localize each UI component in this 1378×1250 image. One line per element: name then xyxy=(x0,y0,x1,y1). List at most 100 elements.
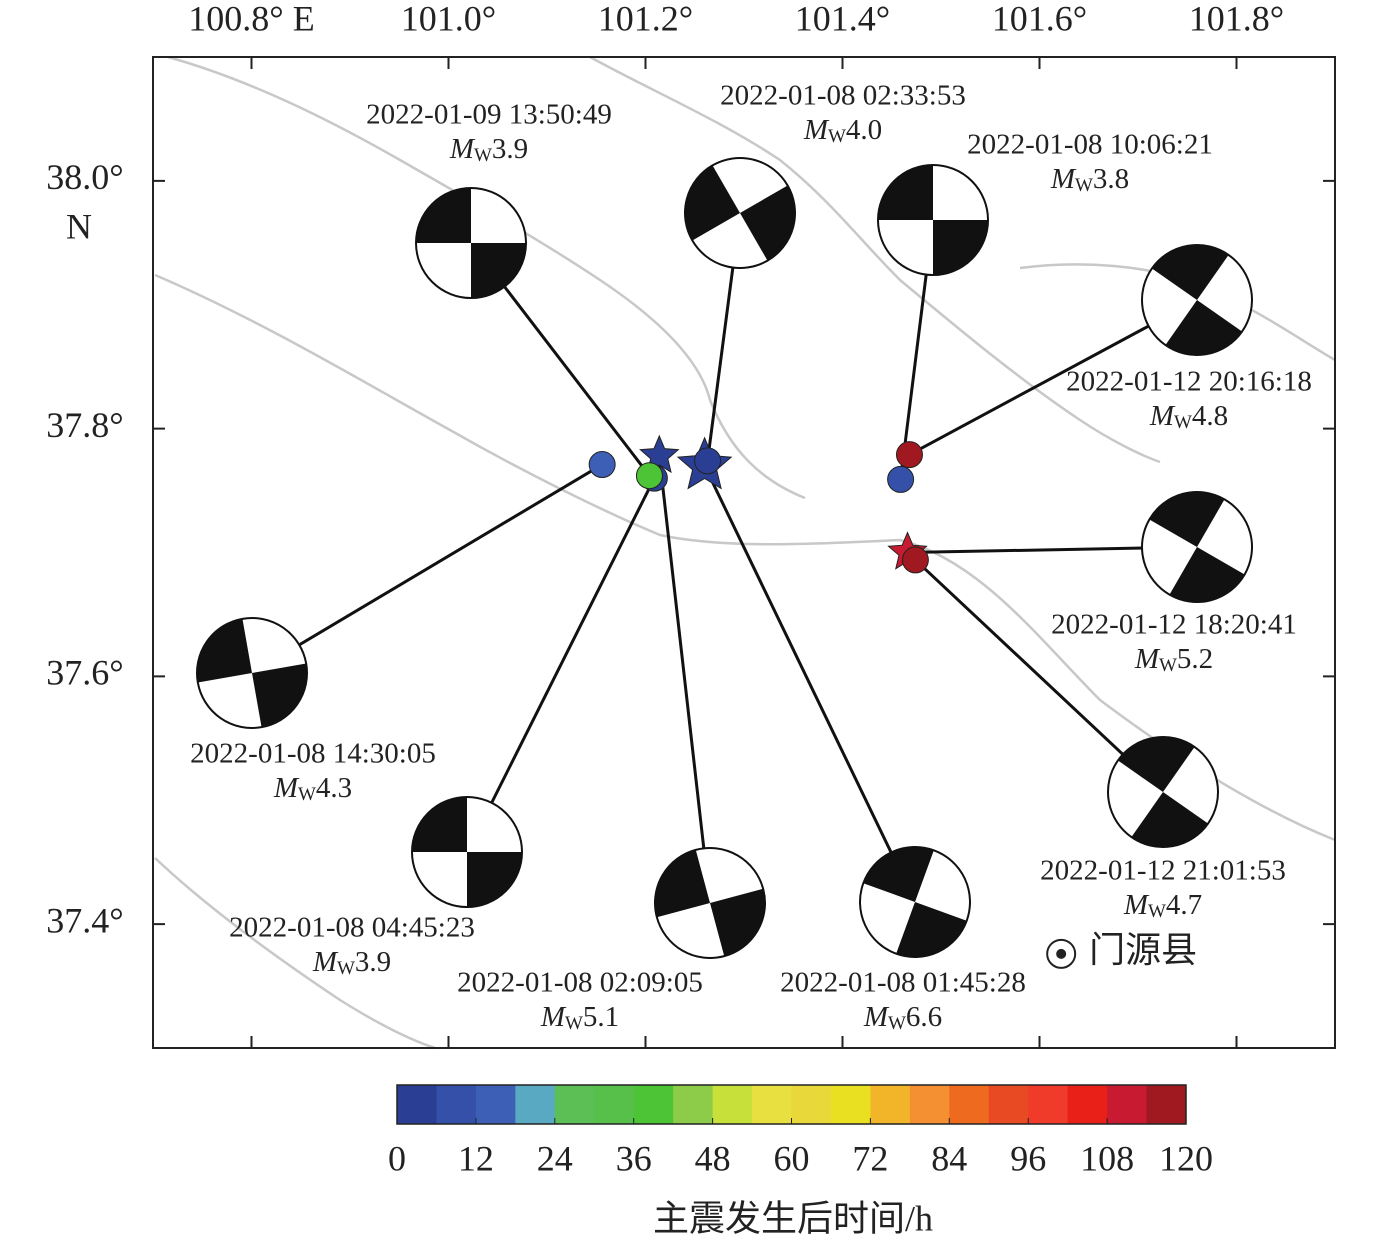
magnitude-symbol: M xyxy=(1149,400,1176,432)
event-time: 2022-01-08 01:45:28 xyxy=(780,967,1026,999)
magnitude-symbol: M xyxy=(540,1001,567,1033)
magnitude-symbol: M xyxy=(273,772,300,804)
x-tick-label: 101.0° xyxy=(401,0,496,38)
map-frame xyxy=(152,56,1336,1049)
event-time: 2022-01-09 13:50:49 xyxy=(366,99,612,131)
colorbar-segment xyxy=(712,1085,753,1124)
magnitude-value: 6.6 xyxy=(906,1001,942,1033)
colorbar-segment xyxy=(1146,1085,1187,1124)
connector xyxy=(465,477,656,853)
event-magnitude: MW4.0 xyxy=(803,114,882,148)
event-time: 2022-01-08 02:09:05 xyxy=(457,967,703,999)
magnitude-value: 5.2 xyxy=(1177,643,1213,675)
magnitude-value: 4.8 xyxy=(1192,400,1228,432)
beach-ball xyxy=(1141,244,1253,356)
event-magnitude: MW4.8 xyxy=(1149,400,1228,434)
magnitude-subscript: W xyxy=(474,145,492,166)
magnitude-value: 3.9 xyxy=(492,133,528,165)
colorbar-tick-label: 12 xyxy=(458,1138,494,1178)
colorbar-segment xyxy=(475,1085,516,1124)
magnitude-subscript: W xyxy=(1148,901,1166,922)
event-magnitude: MW4.3 xyxy=(273,772,352,806)
magnitude-symbol: M xyxy=(312,946,339,978)
magnitude-subscript: W xyxy=(1075,175,1093,196)
colorbar-tick-label: 60 xyxy=(774,1138,810,1178)
beach-ball-compression xyxy=(1151,245,1243,355)
colorbar-segment xyxy=(830,1085,871,1124)
magnitude-subscript: W xyxy=(337,958,355,979)
colorbar-segment xyxy=(594,1085,635,1124)
y-tick-label: 38.0° xyxy=(46,157,123,197)
connector xyxy=(703,465,917,903)
epicenter xyxy=(635,462,663,490)
colorbar-title: 主震发生后时间/h xyxy=(653,1198,933,1238)
colorbar-segment xyxy=(1107,1085,1148,1124)
colorbar-segment xyxy=(633,1085,674,1124)
place-dot xyxy=(1056,948,1067,959)
magnitude-subscript: W xyxy=(828,126,846,147)
beach-ball xyxy=(877,164,989,276)
event-time: 2022-01-12 18:20:41 xyxy=(1051,609,1297,641)
magnitude-value: 3.8 xyxy=(1093,163,1129,195)
colorbar-segment xyxy=(1028,1085,1069,1124)
beach-ball-compression xyxy=(863,847,967,957)
magnitude-value: 3.9 xyxy=(355,946,391,978)
epicenter xyxy=(694,447,722,475)
colorbar-segment xyxy=(988,1085,1029,1124)
colorbar-tick-label: 0 xyxy=(388,1138,406,1178)
colorbar-segment xyxy=(397,1085,437,1124)
colorbar-tick-label: 108 xyxy=(1080,1138,1134,1178)
epicenter xyxy=(895,441,923,469)
magnitude-subscript: W xyxy=(565,1013,583,1034)
colorbar-segment xyxy=(752,1085,792,1124)
x-tick-label: 101.6° xyxy=(992,0,1087,38)
fault-lines xyxy=(154,55,1336,1050)
event-time: 2022-01-08 04:45:23 xyxy=(229,912,475,944)
beach-ball-compression xyxy=(878,165,988,275)
colorbar-tick-label: 48 xyxy=(695,1138,731,1178)
hemisphere-label: N xyxy=(66,206,92,246)
colorbar-tick-label: 36 xyxy=(616,1138,652,1178)
colorbar-segment xyxy=(1067,1085,1108,1124)
x-tick-label: 101.8° xyxy=(1189,0,1284,38)
event-magnitude: MW3.8 xyxy=(1050,163,1129,197)
beach-ball xyxy=(654,847,766,959)
y-tick-label: 37.8° xyxy=(46,405,123,445)
magnitude-symbol: M xyxy=(803,114,830,146)
event-magnitude: MW5.2 xyxy=(1134,643,1213,677)
event-time: 2022-01-08 02:33:53 xyxy=(720,80,966,112)
beach-ball xyxy=(415,187,527,299)
beach-ball xyxy=(1107,736,1219,848)
magnitude-subscript: W xyxy=(888,1013,906,1034)
epicenter xyxy=(901,546,929,574)
x-tick-label: 101.2° xyxy=(598,0,693,38)
magnitude-symbol: M xyxy=(449,133,476,165)
magnitude-value: 5.1 xyxy=(583,1001,619,1033)
connector xyxy=(914,558,1165,794)
colorbar-segment xyxy=(949,1085,990,1124)
beach-ball xyxy=(411,796,523,908)
beach-ball-compression xyxy=(685,165,795,261)
connector xyxy=(251,463,603,675)
beach-ball xyxy=(196,617,308,729)
event-magnitude: MW6.6 xyxy=(863,1001,942,1035)
epicenter xyxy=(588,451,616,479)
colorbar-tick-label: 72 xyxy=(852,1138,888,1178)
magnitude-symbol: M xyxy=(1050,163,1077,195)
beach-ball-compression xyxy=(655,849,765,957)
x-tick-label: 100.8° E xyxy=(188,0,314,38)
beach-ball-compression xyxy=(416,188,526,298)
x-tick-label: 101.4° xyxy=(795,0,890,38)
magnitude-symbol: M xyxy=(863,1001,890,1033)
magnitude-subscript: W xyxy=(298,784,316,805)
magnitude-value: 4.7 xyxy=(1166,889,1202,921)
colorbar-segment xyxy=(554,1085,595,1124)
y-tick-label: 37.4° xyxy=(46,900,123,940)
colorbar-segment xyxy=(436,1085,477,1124)
beach-ball xyxy=(1141,491,1253,603)
y-tick-label: 37.6° xyxy=(46,653,123,693)
colorbar-segment xyxy=(909,1085,950,1124)
beach-ball xyxy=(684,157,796,269)
colorbar-segment xyxy=(870,1085,911,1124)
